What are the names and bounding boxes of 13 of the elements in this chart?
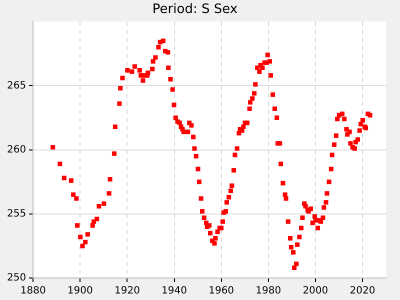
x-tick-label: 1980 [256,286,282,297]
x-tick-label: 2000 [302,286,328,297]
x-tick-label: 1920 [114,286,140,297]
y-tick-label: 260 [6,144,26,156]
chart-title: Period: S Sex [152,2,238,18]
x-tick-label: 2020 [350,286,376,297]
y-tick-label: 255 [6,208,26,220]
x-tick-label: 1900 [67,286,93,297]
x-tick-label: 1880 [20,286,46,297]
x-tick-label: 1940 [162,286,187,297]
y-tick-label: 265 [6,80,26,92]
x-tick-label: 1960 [208,286,234,297]
y-tick-label: 250 [6,272,26,284]
